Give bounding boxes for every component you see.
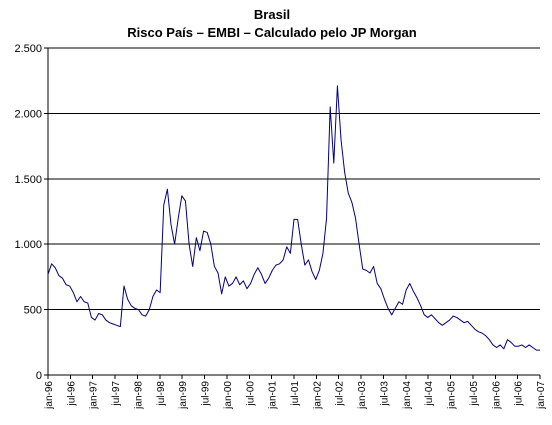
x-tick-label-20: jan-06 — [491, 381, 502, 410]
x-tick-label-10: jan-01 — [268, 381, 279, 410]
x-tick-label-5: jul-98 — [156, 381, 167, 407]
series-line-0 — [47, 85, 540, 351]
x-tick-label-4: jan-98 — [133, 381, 144, 410]
series-layer — [47, 85, 540, 351]
y-tick-label-3: 1.500 — [14, 174, 42, 186]
chart-title: Brasil — [254, 7, 290, 22]
x-tick-label-22: jan-07 — [536, 381, 547, 410]
x-tick-label-1: jul-96 — [66, 381, 77, 407]
y-axis-ticks: 0 500 1.000 1.500 2.000 2.500 — [14, 43, 48, 382]
x-tick-label-0: jan-96 — [44, 381, 55, 410]
x-tick-label-14: jan-03 — [357, 381, 368, 410]
x-tick-label-11: jul-01 — [290, 381, 301, 407]
x-axis-ticks: jan-96 jul-96 jan-97 jul-97 jan-98 jul-98 jan-… — [44, 375, 547, 410]
x-tick-label-21: jul-06 — [514, 381, 525, 407]
x-tick-label-18: jan-05 — [447, 381, 458, 410]
y-tick-label-0: 0 — [36, 370, 42, 382]
x-tick-label-2: jan-97 — [89, 381, 100, 410]
y-tick-label-5: 2.500 — [14, 43, 42, 55]
x-tick-label-7: jul-99 — [201, 381, 212, 407]
x-tick-label-17: jul-04 — [424, 381, 435, 407]
x-tick-label-16: jan-04 — [402, 381, 413, 410]
axes — [47, 48, 540, 376]
y-tick-label-2: 1.000 — [14, 239, 42, 251]
x-tick-label-8: jan-00 — [223, 381, 234, 410]
x-tick-label-6: jan-99 — [178, 381, 189, 410]
x-tick-label-3: jul-97 — [111, 381, 122, 407]
x-tick-label-13: jul-02 — [335, 381, 346, 407]
x-tick-label-19: jul-05 — [469, 381, 480, 407]
y-tick-label-4: 2.000 — [14, 108, 42, 120]
x-tick-label-15: jul-03 — [379, 381, 390, 407]
chart-subtitle: Risco País – EMBI – Calculado pelo JP Mo… — [127, 25, 417, 40]
gridlines — [48, 47, 540, 311]
x-tick-label-12: jan-02 — [312, 381, 323, 410]
x-tick-label-9: jul-00 — [245, 381, 256, 407]
y-tick-label-1: 500 — [24, 305, 42, 317]
